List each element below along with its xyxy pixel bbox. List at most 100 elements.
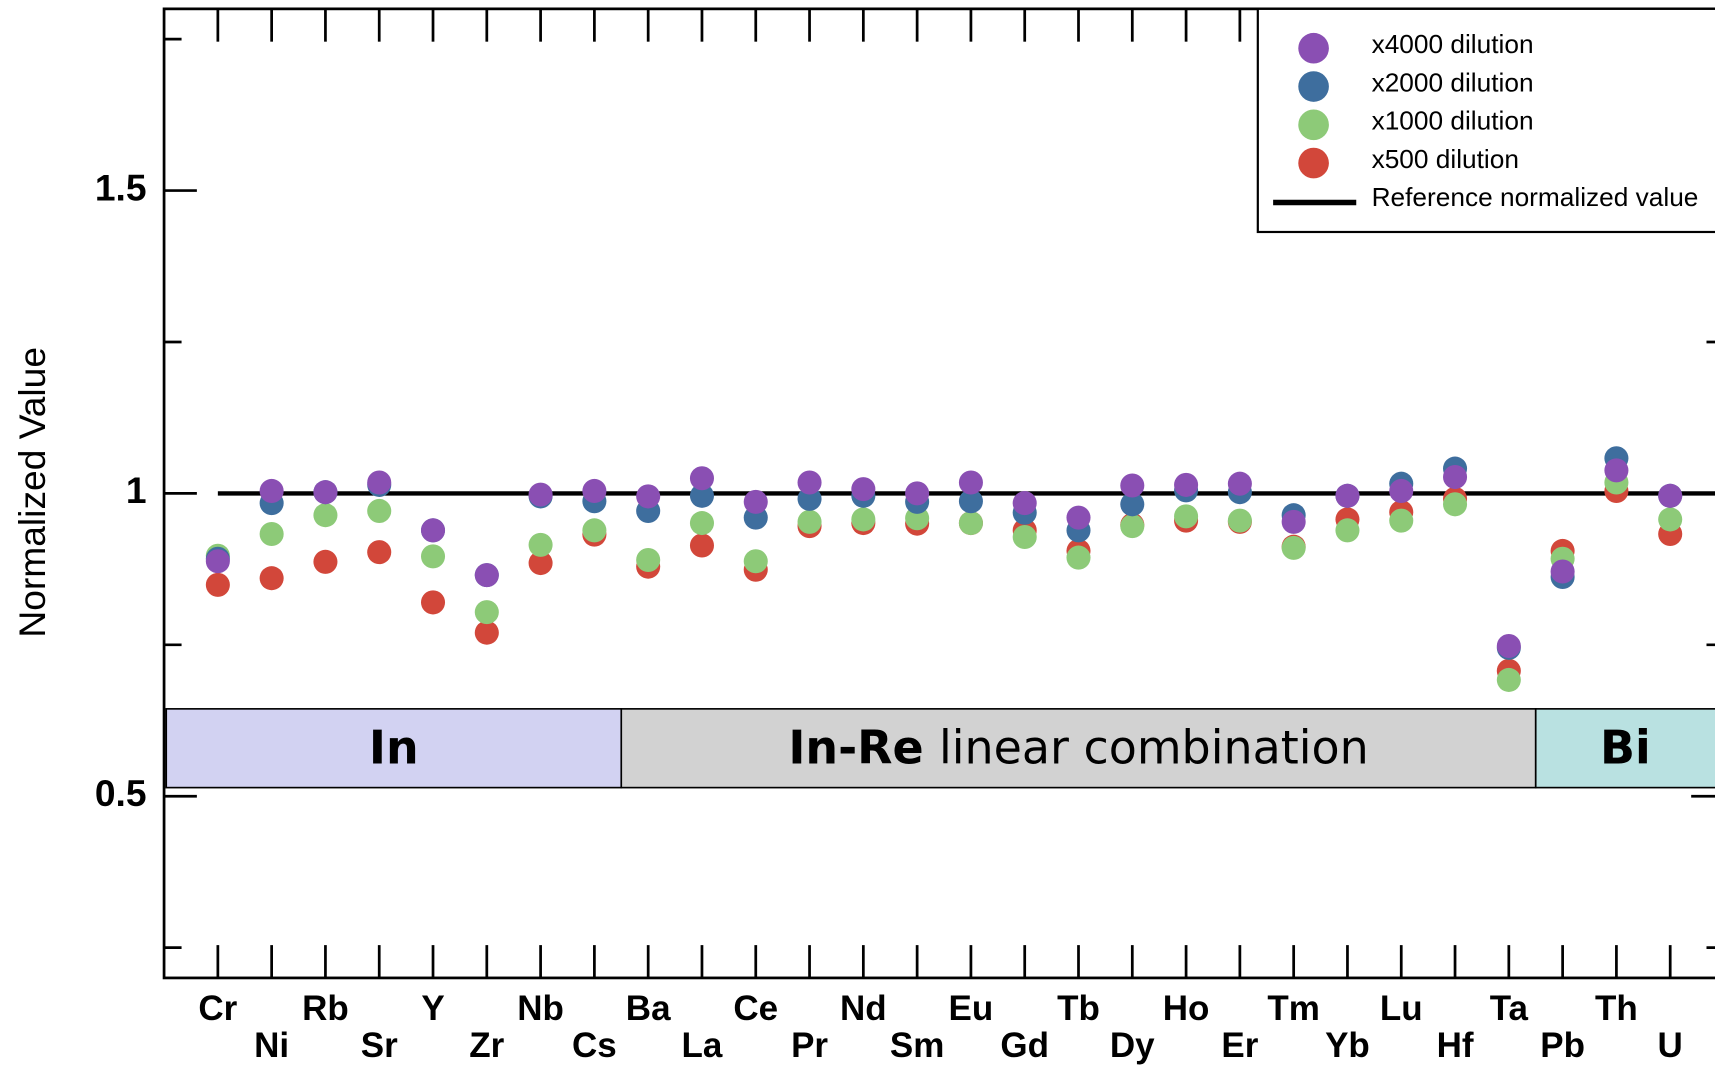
legend-label: x4000 dilution <box>1372 29 1534 59</box>
data-point <box>1174 504 1199 529</box>
data-point <box>1120 473 1145 498</box>
data-point <box>1389 508 1414 533</box>
x-tick-label: Ho <box>1163 989 1210 1028</box>
region-label-bold: In <box>369 720 419 774</box>
data-point <box>420 518 446 543</box>
region-label-bold: In-Re <box>788 720 923 774</box>
data-point <box>1281 535 1306 560</box>
legend-marker <box>1298 147 1329 179</box>
x-tick-label: Hf <box>1437 1026 1474 1065</box>
data-point <box>797 470 822 495</box>
data-point <box>689 483 714 508</box>
x-tick-label: Th <box>1595 989 1638 1028</box>
region-label: In-Re linear combination <box>788 720 1368 774</box>
legend-label: x1000 dilution <box>1372 106 1534 136</box>
data-point <box>528 532 553 557</box>
y-tick-label: 1.5 <box>95 166 147 208</box>
legend-marker <box>1298 109 1329 141</box>
region-band <box>165 708 623 789</box>
x-tick-label: Tb <box>1057 989 1100 1028</box>
x-tick-label: Y <box>421 989 444 1028</box>
data-point <box>259 478 284 503</box>
data-point <box>636 484 661 509</box>
legend-label: x2000 dilution <box>1372 67 1534 97</box>
data-point <box>743 489 768 514</box>
data-point <box>582 478 607 503</box>
data-point <box>1335 483 1360 508</box>
data-point <box>1120 492 1145 517</box>
data-point <box>689 511 714 536</box>
x-tick-label: Tm <box>1267 989 1320 1028</box>
x-tick-label: Nd <box>840 989 887 1028</box>
data-point <box>313 480 338 505</box>
x-tick-label: U <box>1658 1026 1683 1065</box>
data-point <box>1012 491 1037 516</box>
data-point <box>851 477 876 502</box>
x-tick-label: Rb <box>302 989 349 1028</box>
x-tick-label: Nb <box>517 989 564 1028</box>
data-point <box>958 511 983 536</box>
data-point <box>420 590 446 615</box>
legend-marker <box>1298 71 1329 102</box>
data-point <box>743 549 768 574</box>
data-point <box>1389 478 1414 503</box>
data-point <box>367 498 392 523</box>
legend-box <box>1256 7 1715 234</box>
x-tick-label: Eu <box>949 989 994 1028</box>
data-point <box>259 566 284 591</box>
data-point <box>636 547 661 573</box>
data-point <box>474 620 499 645</box>
x-tick-label: La <box>682 1026 723 1065</box>
legend-label: Reference normalized value <box>1372 182 1699 212</box>
x-tick-label: Pr <box>791 1026 828 1065</box>
data-point <box>367 540 392 565</box>
legend-label: x500 dilution <box>1372 144 1519 174</box>
data-point <box>420 544 446 569</box>
data-point <box>1066 505 1091 530</box>
data-point <box>1658 507 1683 532</box>
data-point <box>689 466 714 491</box>
x-tick-label: Zr <box>469 1026 504 1065</box>
data-point <box>528 482 553 507</box>
data-point <box>1550 559 1575 584</box>
data-point <box>1335 518 1360 543</box>
data-point <box>528 551 553 576</box>
y-tick-label: 0.5 <box>95 772 147 814</box>
data-point <box>797 509 822 534</box>
data-point <box>1658 483 1683 508</box>
data-point <box>1012 524 1037 550</box>
region-label: Bi <box>1600 720 1651 774</box>
x-tick-label: Ba <box>626 989 671 1028</box>
data-point <box>1281 509 1306 534</box>
x-tick-label: Ni <box>254 1026 289 1065</box>
data-point <box>474 563 499 588</box>
data-point <box>313 503 338 528</box>
data-point <box>958 489 983 514</box>
x-tick-label: Ta <box>1490 989 1529 1028</box>
x-tick-label: Er <box>1221 1026 1258 1065</box>
data-point <box>1604 458 1629 483</box>
data-point <box>582 518 607 543</box>
x-tick-label: Cr <box>198 989 237 1028</box>
data-point <box>313 549 338 574</box>
data-point <box>474 600 499 625</box>
data-point <box>851 507 876 532</box>
region-label-rest: linear combination <box>939 720 1369 774</box>
x-tick-label: Lu <box>1380 989 1423 1028</box>
region-label-bold: Bi <box>1600 720 1651 774</box>
region-band <box>1534 708 1715 789</box>
x-tick-label: Sr <box>361 1026 398 1065</box>
x-tick-label: Cs <box>572 1026 617 1065</box>
data-point <box>367 470 392 495</box>
x-tick-label: Dy <box>1110 1026 1155 1065</box>
data-point <box>1227 471 1252 496</box>
legend-marker <box>1298 32 1329 64</box>
data-point <box>689 533 714 558</box>
x-tick-label: Pb <box>1540 1026 1585 1065</box>
x-tick-label: Yb <box>1325 1026 1370 1065</box>
data-point <box>1443 465 1468 490</box>
data-point <box>205 572 230 597</box>
region-band <box>620 708 1537 789</box>
